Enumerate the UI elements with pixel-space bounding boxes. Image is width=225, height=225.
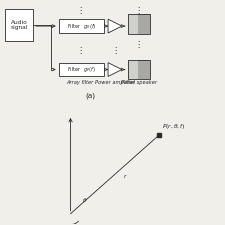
Text: $P(r,\theta,f)$: $P(r,\theta,f)$ xyxy=(162,122,186,131)
Polygon shape xyxy=(108,19,122,33)
Text: Panel speaker: Panel speaker xyxy=(121,80,157,86)
FancyBboxPatch shape xyxy=(5,9,33,41)
Text: Filter  $g_0(f)$: Filter $g_0(f)$ xyxy=(67,22,96,31)
FancyBboxPatch shape xyxy=(59,63,104,76)
Text: Array filter: Array filter xyxy=(67,80,94,86)
Text: ⋮: ⋮ xyxy=(76,6,85,15)
FancyBboxPatch shape xyxy=(128,14,137,34)
FancyBboxPatch shape xyxy=(137,60,150,79)
Polygon shape xyxy=(108,63,122,76)
Text: $r$: $r$ xyxy=(123,172,128,180)
FancyBboxPatch shape xyxy=(128,60,137,79)
Text: $\theta$: $\theta$ xyxy=(82,196,88,204)
Text: ⋮: ⋮ xyxy=(76,46,85,55)
Text: (a): (a) xyxy=(85,92,95,99)
Text: Power amplifier: Power amplifier xyxy=(95,80,135,86)
Text: ⋮: ⋮ xyxy=(135,40,143,49)
Text: ⋮: ⋮ xyxy=(135,6,143,15)
FancyBboxPatch shape xyxy=(59,19,104,33)
Text: Filter  $g_P(f)$: Filter $g_P(f)$ xyxy=(67,65,96,74)
Text: ⋮: ⋮ xyxy=(111,46,119,55)
Text: Audio
signal: Audio signal xyxy=(11,20,28,31)
FancyBboxPatch shape xyxy=(137,14,150,34)
